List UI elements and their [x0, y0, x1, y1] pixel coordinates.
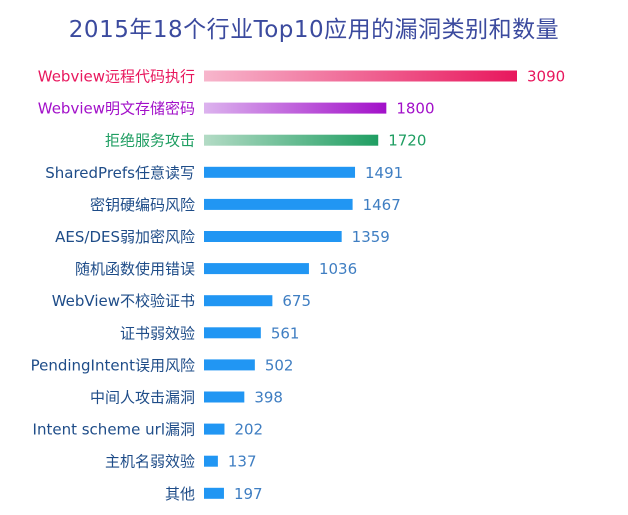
bar: [204, 295, 273, 307]
bar: [204, 455, 218, 467]
value-label: 1036: [319, 260, 357, 278]
value-label: 561: [271, 324, 300, 342]
value-label: 137: [228, 453, 257, 471]
value-label: 675: [282, 292, 311, 310]
value-label: 3090: [527, 68, 565, 86]
value-label: 1800: [396, 100, 434, 118]
chart-title: 2015年18个行业Top10应用的漏洞类别和数量: [68, 17, 560, 43]
bar: [204, 70, 517, 82]
bar: [204, 198, 353, 210]
category-label: 主机名弱效验: [105, 453, 195, 471]
bar: [204, 166, 356, 178]
bar: [204, 359, 255, 371]
category-label: WebView不校验证书: [52, 292, 195, 310]
value-label: 197: [234, 485, 263, 503]
bar: [204, 263, 309, 275]
value-label: 398: [254, 389, 283, 407]
value-label: 1491: [365, 164, 403, 182]
value-label: 202: [234, 421, 263, 439]
bar: [204, 487, 224, 499]
value-label: 1359: [352, 228, 390, 246]
bar: [204, 391, 245, 403]
category-label: Webview明文存储密码: [38, 100, 195, 118]
category-label: PendingIntent误用风险: [31, 356, 195, 374]
category-label: SharedPrefs任意读写: [45, 164, 195, 182]
value-label: 502: [265, 356, 294, 374]
bar: [204, 327, 261, 339]
category-label: AES/DES弱加密风险: [55, 228, 195, 246]
bar: [204, 423, 225, 435]
category-label: 拒绝服务攻击: [105, 132, 195, 150]
value-label: 1467: [363, 196, 401, 214]
bar: [204, 134, 379, 146]
bar: [204, 231, 342, 242]
bar: [204, 102, 387, 114]
category-label: 随机函数使用错误: [75, 260, 195, 278]
category-label: Intent scheme url漏洞: [33, 421, 195, 439]
category-label: 中间人攻击漏洞: [90, 389, 195, 407]
category-label: 其他: [165, 485, 195, 503]
category-label: Webview远程代码执行: [38, 68, 195, 86]
value-label: 1720: [388, 132, 426, 150]
category-label: 密钥硬编码风险: [90, 196, 195, 214]
category-label: 证书弱效验: [120, 324, 195, 342]
